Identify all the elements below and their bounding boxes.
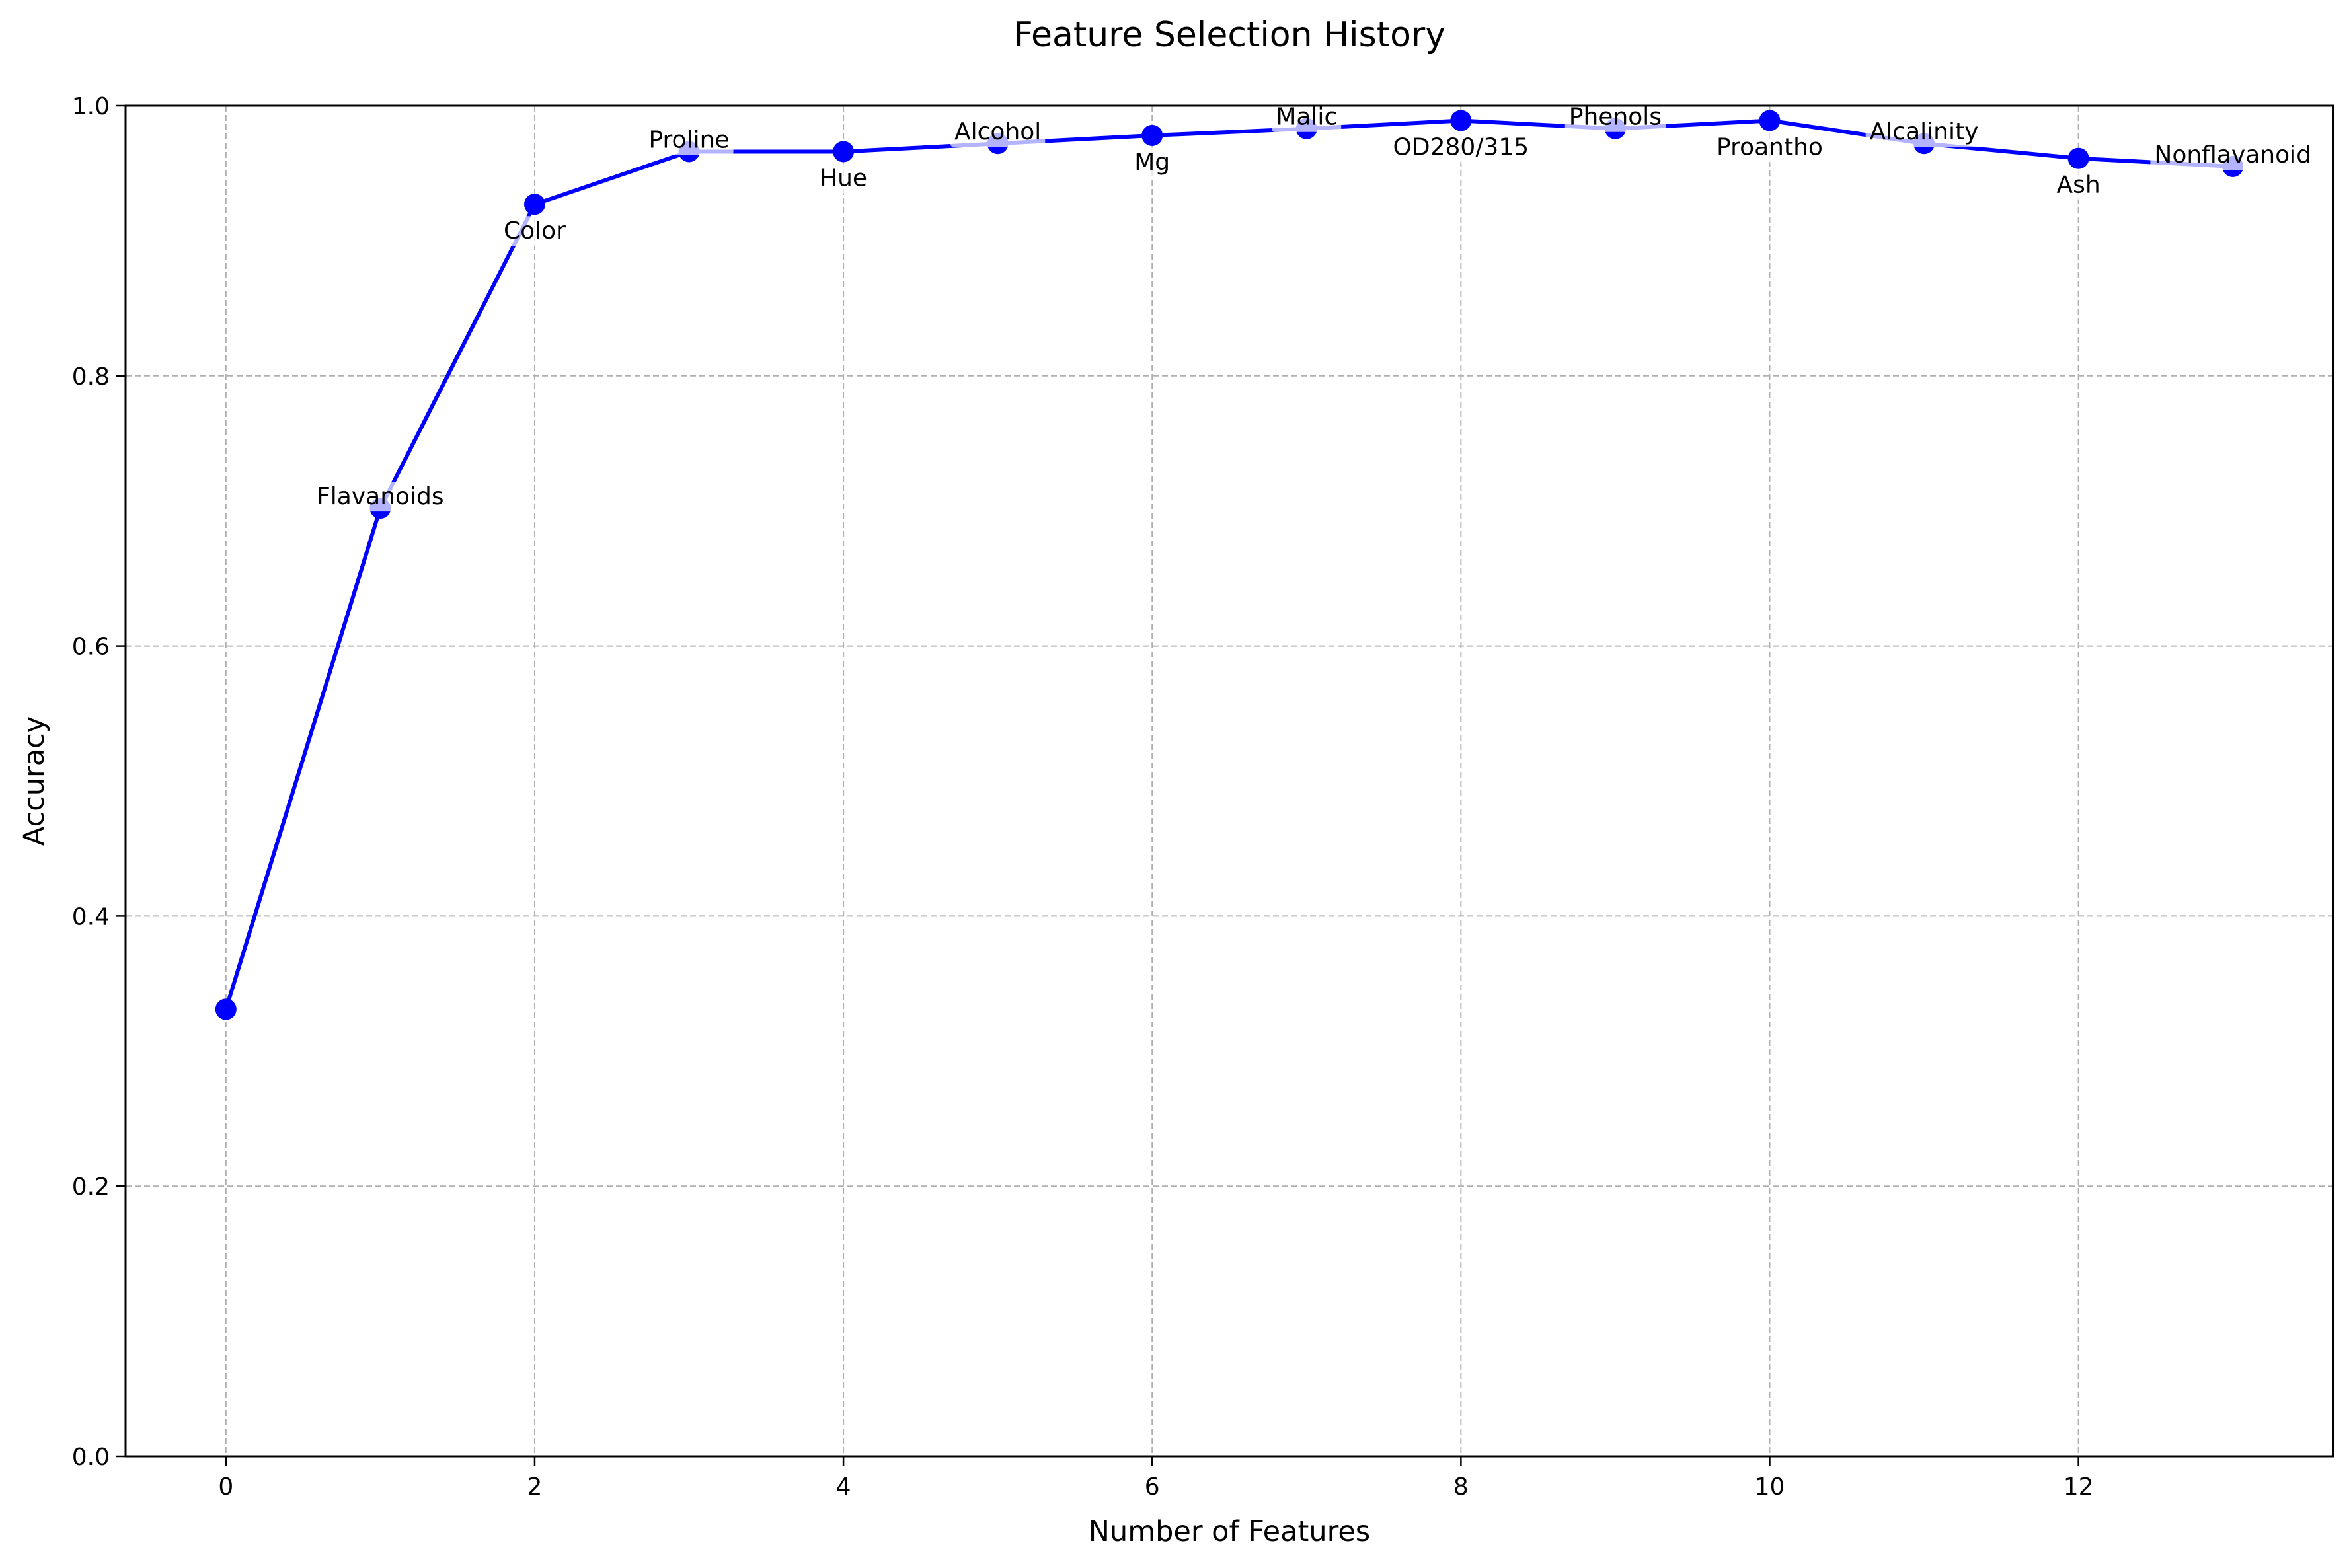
annotation-label: Alcalinity: [1870, 118, 1979, 145]
annotation-box: [2052, 170, 2104, 200]
x-tick-label: 2: [527, 1474, 542, 1501]
annotation-box: [1389, 132, 1533, 163]
annotation: Alcohol: [950, 117, 1046, 147]
annotation-box: [644, 125, 734, 155]
ticks: 0 2 4 6 8 10 12 0.0 0.2 0.4 0.6 0.8 1.0: [72, 93, 2094, 1501]
data-point: [1450, 110, 1472, 131]
y-tick-label: 0.2: [72, 1174, 110, 1201]
x-tick-label: 0: [218, 1474, 233, 1501]
y-tick-label: 0.0: [72, 1444, 110, 1471]
annotation-label: Nonflavanoid: [2154, 141, 2311, 168]
annotation-label: Flavanoids: [317, 483, 444, 510]
y-tick-label: 0.6: [72, 634, 110, 661]
annotation-label: Hue: [820, 165, 867, 192]
annotation: Flavanoids: [313, 482, 448, 512]
data-point: [1759, 110, 1781, 131]
annotation-box: [1272, 102, 1342, 132]
annotation-label: Alcohol: [954, 118, 1041, 145]
y-axis-label: Accuracy: [18, 716, 51, 846]
annotation: Hue: [816, 163, 872, 194]
annotation-label: Mg: [1134, 149, 1170, 176]
data-point: [1141, 124, 1163, 146]
data-point: [215, 998, 237, 1020]
annotation-box: [950, 117, 1046, 147]
x-tick-label: 6: [1145, 1474, 1160, 1501]
annotation-box: [499, 216, 570, 246]
annotation-label: Proline: [648, 126, 729, 153]
data-point: [2067, 147, 2089, 169]
y-tick-label: 1.0: [72, 93, 110, 120]
annotation: Mg: [1130, 147, 1175, 177]
chart-title: Feature Selection History: [1013, 15, 1445, 55]
annotation-box: [2150, 139, 2315, 170]
y-tick-label: 0.8: [72, 363, 110, 391]
annotation-box: [1130, 147, 1175, 177]
annotation-label: OD280/315: [1393, 133, 1529, 161]
x-tick-label: 12: [2063, 1474, 2094, 1501]
annotation: Alcalinity: [1865, 117, 1983, 147]
annotation-box: [1865, 117, 1983, 147]
annotation-label: Malic: [1276, 104, 1337, 131]
annotation-box: [816, 163, 872, 194]
annotation: Phenols: [1564, 102, 1666, 132]
data-point: [523, 194, 545, 215]
annotation: Nonflavanoid: [2150, 139, 2315, 170]
x-tick-label: 4: [836, 1474, 851, 1501]
x-axis-label: Number of Features: [1089, 1515, 1370, 1548]
data-point: [833, 141, 855, 163]
x-tick-label: 10: [1755, 1474, 1785, 1501]
annotation-label: Proantho: [1716, 133, 1823, 161]
plot-frame: [124, 104, 2334, 1458]
annotation-label: Color: [504, 217, 566, 244]
y-tick-label: 0.4: [72, 903, 110, 930]
annotation: Ash: [2052, 170, 2104, 200]
x-tick-label: 8: [1453, 1474, 1469, 1501]
annotation-box: [1564, 102, 1666, 132]
annotation-label: Phenols: [1569, 104, 1662, 131]
annotation-box: [1713, 132, 1827, 163]
annotation: OD280/315: [1389, 132, 1533, 163]
annotation: Proline: [644, 125, 734, 155]
annotation-box: [313, 482, 448, 512]
annotation-layer: Flavanoids Color Proline Hue Alcohol Mg Malic O…: [313, 102, 2315, 512]
annotation-label: Ash: [2057, 172, 2100, 199]
annotation: Color: [499, 216, 570, 246]
annotation: Malic: [1272, 102, 1342, 132]
annotation: Proantho: [1713, 132, 1827, 163]
